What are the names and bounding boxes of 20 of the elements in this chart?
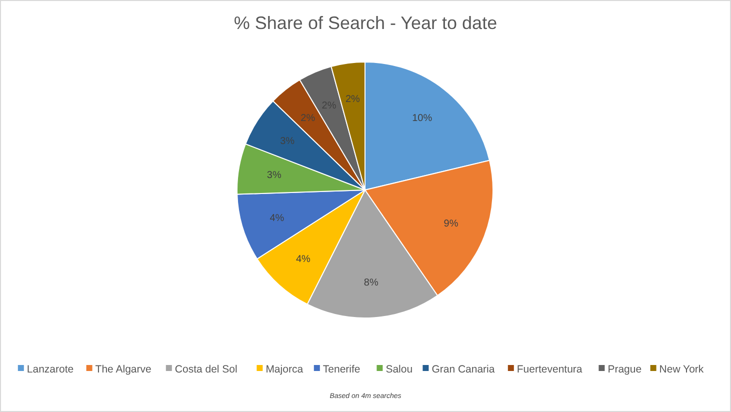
data-label: 8% (364, 277, 378, 288)
legend-label: The Algarve (95, 364, 152, 376)
legend-label: Costa del Sol (174, 364, 238, 376)
data-label: 4% (296, 254, 311, 265)
legend-label: Fuerteventura (516, 364, 582, 376)
data-label: 3% (266, 170, 282, 182)
data-label: 2% (300, 113, 316, 124)
legend-label: Majorca (266, 364, 304, 376)
data-label: 2% (345, 94, 360, 106)
chart-title: % Share of Search - Year to date (234, 13, 498, 33)
legend-label: Prague (608, 364, 642, 376)
legend-label: Gran Canaria (432, 364, 495, 376)
data-label: 4% (270, 212, 284, 224)
data-label: 9% (444, 218, 458, 230)
data-label: 3% (280, 136, 295, 147)
legend-label: Lanzarote (26, 364, 74, 376)
data-label: 10% (412, 113, 432, 124)
legend-label: New York (659, 364, 704, 376)
legend-label: Salou (386, 364, 413, 376)
legend-label: Tenerife (322, 364, 360, 376)
